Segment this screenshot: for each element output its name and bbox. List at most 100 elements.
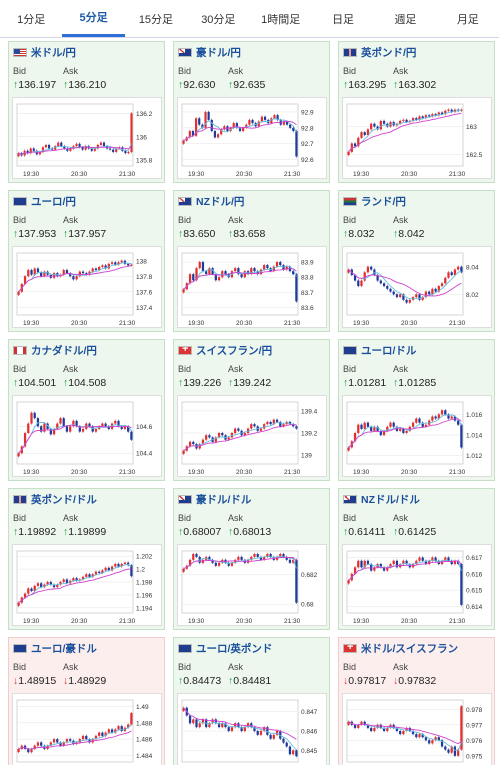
candle <box>59 742 62 746</box>
card-header: 英ポンド/ドル <box>13 492 97 506</box>
candle <box>43 423 46 432</box>
mini-chart[interactable]: 8.04 8.02 19:30 20:30 21:30 <box>342 246 492 328</box>
long-ma-line <box>348 269 462 297</box>
pair-name[interactable]: 英ポンド/ドル <box>31 493 97 506</box>
ask-label: Ask <box>228 215 244 225</box>
currency-card[interactable]: 米ドル/スイスフラン Bid Ask ↓0.97817 ↓0.97832 0.978 0.9… <box>338 637 495 765</box>
pair-name[interactable]: ユーロ/ドル <box>361 344 417 357</box>
candle <box>382 283 386 287</box>
candle <box>75 276 78 280</box>
candle <box>411 731 415 735</box>
y-tick-label: 1.196 <box>136 592 153 599</box>
candle <box>424 115 428 119</box>
candle <box>124 150 127 154</box>
candle <box>43 271 46 277</box>
mini-chart[interactable]: 139.4 139.2 139 19:30 20:30 21:30 <box>177 395 327 477</box>
candle <box>389 422 392 427</box>
plot-frame <box>346 103 464 167</box>
candle <box>217 277 221 281</box>
tab-0[interactable]: 1分足 <box>17 13 46 26</box>
mini-chart[interactable]: 138 137.8 137.6 137.4 19:30 20:30 21:30 <box>12 246 162 328</box>
mini-chart[interactable]: 92.9 92.8 92.7 92.6 19:30 20:30 21:30 <box>177 97 327 179</box>
bid-value: ↑0.68007 <box>178 526 222 538</box>
candle <box>123 260 127 264</box>
candle <box>40 426 43 432</box>
currency-card[interactable]: 英ポンド/円 Bid Ask ↑163.295 ↑163.302 163 162.5 19:3… <box>338 41 495 183</box>
currency-card[interactable]: スイスフラン/円 Bid Ask ↑139.226 ↑139.242 139.4 139.2… <box>173 339 330 481</box>
mini-chart[interactable]: 83.9 83.8 83.7 83.6 19:30 20:30 21:30 <box>177 246 327 328</box>
flag-icon <box>13 345 27 355</box>
candle <box>17 602 20 606</box>
candle <box>49 582 52 585</box>
candle <box>415 418 418 423</box>
pair-name[interactable]: 英ポンド/円 <box>361 46 417 59</box>
currency-card[interactable]: 豪ドル/ドル Bid Ask ↑0.68007 ↑0.68013 0.682 0.68 19:… <box>173 488 330 630</box>
candle <box>382 727 386 731</box>
plot-frame <box>16 401 134 465</box>
pair-name[interactable]: 豪ドル/円 <box>196 46 241 59</box>
mini-chart[interactable]: 0.617 0.616 0.615 0.614 19:30 20:30 21:30 <box>342 544 492 626</box>
pair-name[interactable]: 豪ドル/ドル <box>196 493 252 506</box>
pair-name[interactable]: NZドル/ドル <box>361 493 420 506</box>
candle <box>38 151 41 155</box>
currency-card[interactable]: ユーロ/円 Bid Ask ↑137.953 ↑137.957 138 137.8 137.6… <box>8 190 165 332</box>
x-tick-label: 21:30 <box>284 320 301 327</box>
candle <box>373 567 376 571</box>
plot-frame <box>346 401 464 465</box>
pair-name[interactable]: ユーロ/英ポンド <box>196 642 273 655</box>
currency-card[interactable]: ユーロ/ドル Bid Ask ↑1.01281 ↑1.01285 1.016 1.014 1.… <box>338 339 495 481</box>
pair-name[interactable]: カナダドル/円 <box>31 344 97 357</box>
x-tick-label: 21:30 <box>449 320 466 327</box>
pair-name[interactable]: スイスフラン/円 <box>196 344 273 357</box>
pair-name[interactable]: 米ドル/スイスフラン <box>361 642 459 655</box>
candle <box>428 115 431 117</box>
flag-icon <box>343 345 357 355</box>
tab-4[interactable]: 1時間足 <box>261 13 301 26</box>
currency-card[interactable]: ユーロ/英ポンド Bid Ask ↑0.84473 ↑0.84481 0.847 0.846… <box>173 637 330 765</box>
mini-chart[interactable]: 136.2 136 135.8 19:30 20:30 21:30 <box>12 97 162 179</box>
card-header: カナダドル/円 <box>13 343 97 357</box>
mini-chart[interactable]: 1.202 1.2 1.198 1.196 1.194 19:30 20:30 21:30 <box>12 544 162 626</box>
currency-card[interactable]: 英ポンド/ドル Bid Ask ↑1.19892 ↑1.19899 1.202 1.2 1.1… <box>8 488 165 630</box>
mini-chart[interactable]: 0.682 0.68 19:30 20:30 21:30 <box>177 544 327 626</box>
mini-chart[interactable]: 163 162.5 19:30 20:30 21:30 <box>342 97 492 179</box>
candle <box>230 562 234 566</box>
pair-name[interactable]: 米ドル/円 <box>31 46 76 59</box>
pair-name[interactable]: ユーロ/豪ドル <box>31 642 97 655</box>
mini-chart[interactable]: 104.6 104.4 19:30 20:30 21:30 <box>12 395 162 477</box>
candle <box>243 727 246 731</box>
candle <box>120 260 123 263</box>
candle <box>444 410 447 415</box>
tab-6[interactable]: 週足 <box>394 13 417 26</box>
x-tick-label: 21:30 <box>119 171 136 178</box>
currency-card[interactable]: ユーロ/豪ドル Bid Ask ↓1.48915 ↓1.48929 1.49 1.488 1.… <box>8 637 165 765</box>
pair-name[interactable]: NZドル/円 <box>196 195 245 208</box>
currency-card[interactable]: ランド/円 Bid Ask ↑8.032 ↑8.042 8.04 8.02 19:30 20:3… <box>338 190 495 332</box>
tab-2[interactable]: 15分足 <box>138 13 174 26</box>
candle <box>279 553 282 557</box>
tab-7[interactable]: 月足 <box>456 13 479 26</box>
candle <box>96 144 99 149</box>
currency-card[interactable]: NZドル/ドル Bid Ask ↑0.61411 ↑0.61425 0.617 0.616 0… <box>338 488 495 630</box>
candle <box>88 739 91 743</box>
candle <box>81 576 85 580</box>
currency-card[interactable]: NZドル/円 Bid Ask ↑83.650 ↑83.658 83.9 83.8 83.7 83… <box>173 190 330 332</box>
tab-3[interactable]: 30分足 <box>201 13 236 26</box>
currency-card[interactable]: カナダドル/円 Bid Ask ↑104.501 ↑104.508 104.6 104.4 1… <box>8 339 165 481</box>
pair-name[interactable]: ランド/円 <box>361 195 406 208</box>
mini-chart[interactable]: 1.016 1.014 1.012 19:30 20:30 21:30 <box>342 395 492 477</box>
tab-5[interactable]: 日足 <box>332 13 355 26</box>
currency-card[interactable]: 豪ドル/円 Bid Ask ↑92.630 ↑92.635 92.9 92.8 92.7 92.… <box>173 41 330 183</box>
pair-name[interactable]: ユーロ/円 <box>31 195 76 208</box>
candle <box>263 265 266 270</box>
card-header: NZドル/ドル <box>343 492 420 506</box>
currency-card[interactable]: 米ドル/円 Bid Ask ↑136.197 ↑136.210 136.2 136 135.8… <box>8 41 165 183</box>
x-tick-label: 20:30 <box>401 171 418 178</box>
tab-1[interactable]: 5分足 <box>62 0 125 37</box>
